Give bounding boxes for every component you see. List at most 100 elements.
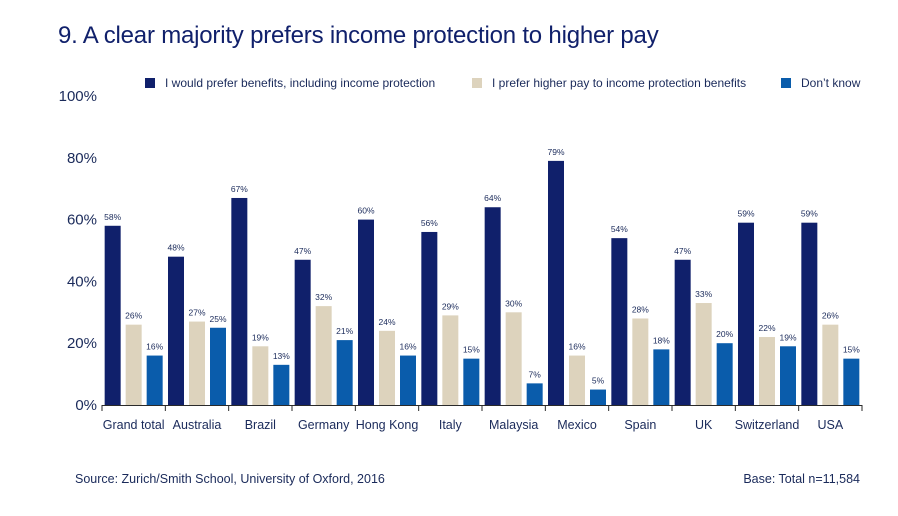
legend-swatch-higher-pay (472, 78, 482, 88)
legend-label-dont-know: Don’t know (801, 76, 861, 90)
bar (632, 318, 649, 405)
data-label: 7% (529, 369, 542, 379)
y-tick-label: 100% (59, 88, 97, 105)
x-tick-label: Switzerland (735, 418, 800, 432)
bar (442, 315, 459, 405)
data-label: 15% (463, 345, 480, 355)
bar (125, 324, 142, 405)
bar (336, 340, 353, 405)
y-tick-label: 0% (75, 397, 97, 414)
source-note: Source: Zurich/Smith School, University … (75, 472, 385, 486)
data-label: 5% (592, 376, 605, 386)
data-label: 47% (674, 246, 691, 256)
x-tick-label: Hong Kong (356, 418, 419, 432)
bar (611, 238, 628, 405)
data-label: 58% (104, 212, 121, 222)
data-label: 29% (442, 301, 459, 311)
legend-label-benefits: I would prefer benefits, including incom… (165, 76, 436, 90)
bar (801, 222, 818, 405)
bar (548, 160, 564, 405)
chart-title: 9. A clear majority prefers income prote… (58, 22, 659, 49)
data-label: 59% (801, 209, 818, 219)
x-tick-label: Australia (173, 418, 222, 432)
legend-item-dont-know: Don’t know (781, 76, 860, 90)
legend-swatch-benefits (145, 78, 155, 88)
bar (463, 358, 480, 405)
bar (590, 389, 606, 405)
data-label: 33% (695, 289, 712, 299)
data-label: 32% (315, 292, 332, 302)
data-label: 48% (167, 243, 184, 253)
data-label: 26% (125, 311, 142, 321)
bar (843, 358, 860, 405)
bar (716, 343, 733, 405)
data-label: 13% (273, 351, 290, 361)
data-label: 64% (484, 193, 501, 203)
chart-legend: I would prefer benefits, including incom… (0, 76, 898, 92)
bar (315, 306, 332, 405)
y-tick-label: 40% (67, 273, 97, 290)
bar (674, 259, 691, 405)
bar (400, 355, 416, 405)
bar (780, 346, 796, 405)
base-note: Base: Total n=11,584 (743, 472, 860, 486)
data-label: 19% (779, 332, 796, 342)
data-label: 16% (568, 342, 585, 352)
bar (189, 321, 205, 405)
x-tick-label: Mexico (557, 418, 597, 432)
legend-item-higher-pay: I prefer higher pay to income protection… (472, 76, 746, 90)
bar (273, 364, 290, 405)
data-label: 21% (336, 326, 353, 336)
data-label: 24% (378, 317, 395, 327)
bar (104, 225, 121, 405)
bar (231, 197, 248, 405)
bar (379, 330, 395, 405)
data-label: 67% (231, 184, 248, 194)
bar (505, 312, 522, 405)
bar (294, 259, 311, 405)
data-label: 30% (505, 298, 522, 308)
x-tick-label: USA (817, 418, 843, 432)
bar (252, 346, 269, 405)
data-label: 20% (716, 329, 733, 339)
x-tick-label: Germany (298, 418, 350, 432)
data-label: 16% (399, 342, 416, 352)
data-label: 56% (421, 218, 438, 228)
x-tick-label: Spain (624, 418, 656, 432)
bar (421, 231, 438, 405)
bar (358, 219, 374, 405)
y-tick-label: 80% (67, 150, 97, 167)
bar (695, 303, 712, 405)
data-label: 25% (209, 314, 226, 324)
x-tick-label: Brazil (245, 418, 276, 432)
x-tick-label: Malaysia (489, 418, 538, 432)
data-label: 22% (758, 323, 775, 333)
data-label: 54% (611, 224, 628, 234)
bar (569, 355, 585, 405)
x-tick-label: UK (695, 418, 713, 432)
legend-item-benefits: I would prefer benefits, including incom… (145, 76, 435, 90)
data-label: 26% (822, 311, 839, 321)
bar (526, 383, 543, 405)
y-tick-label: 20% (67, 335, 97, 352)
data-label: 27% (188, 308, 205, 318)
data-label: 16% (146, 342, 163, 352)
bar (168, 256, 184, 405)
data-label: 79% (547, 147, 564, 157)
bar (822, 324, 839, 405)
x-tick-label: Grand total (103, 418, 165, 432)
bar (210, 327, 226, 405)
bar (759, 337, 775, 405)
bar (653, 349, 670, 405)
data-label: 19% (252, 332, 269, 342)
bar (738, 222, 754, 405)
data-label: 18% (653, 335, 670, 345)
legend-swatch-dont-know (781, 78, 791, 88)
data-label: 59% (737, 209, 754, 219)
data-label: 28% (632, 304, 649, 314)
bar (146, 355, 163, 405)
data-label: 15% (843, 345, 860, 355)
data-label: 47% (294, 246, 311, 256)
x-tick-label: Italy (439, 418, 463, 432)
